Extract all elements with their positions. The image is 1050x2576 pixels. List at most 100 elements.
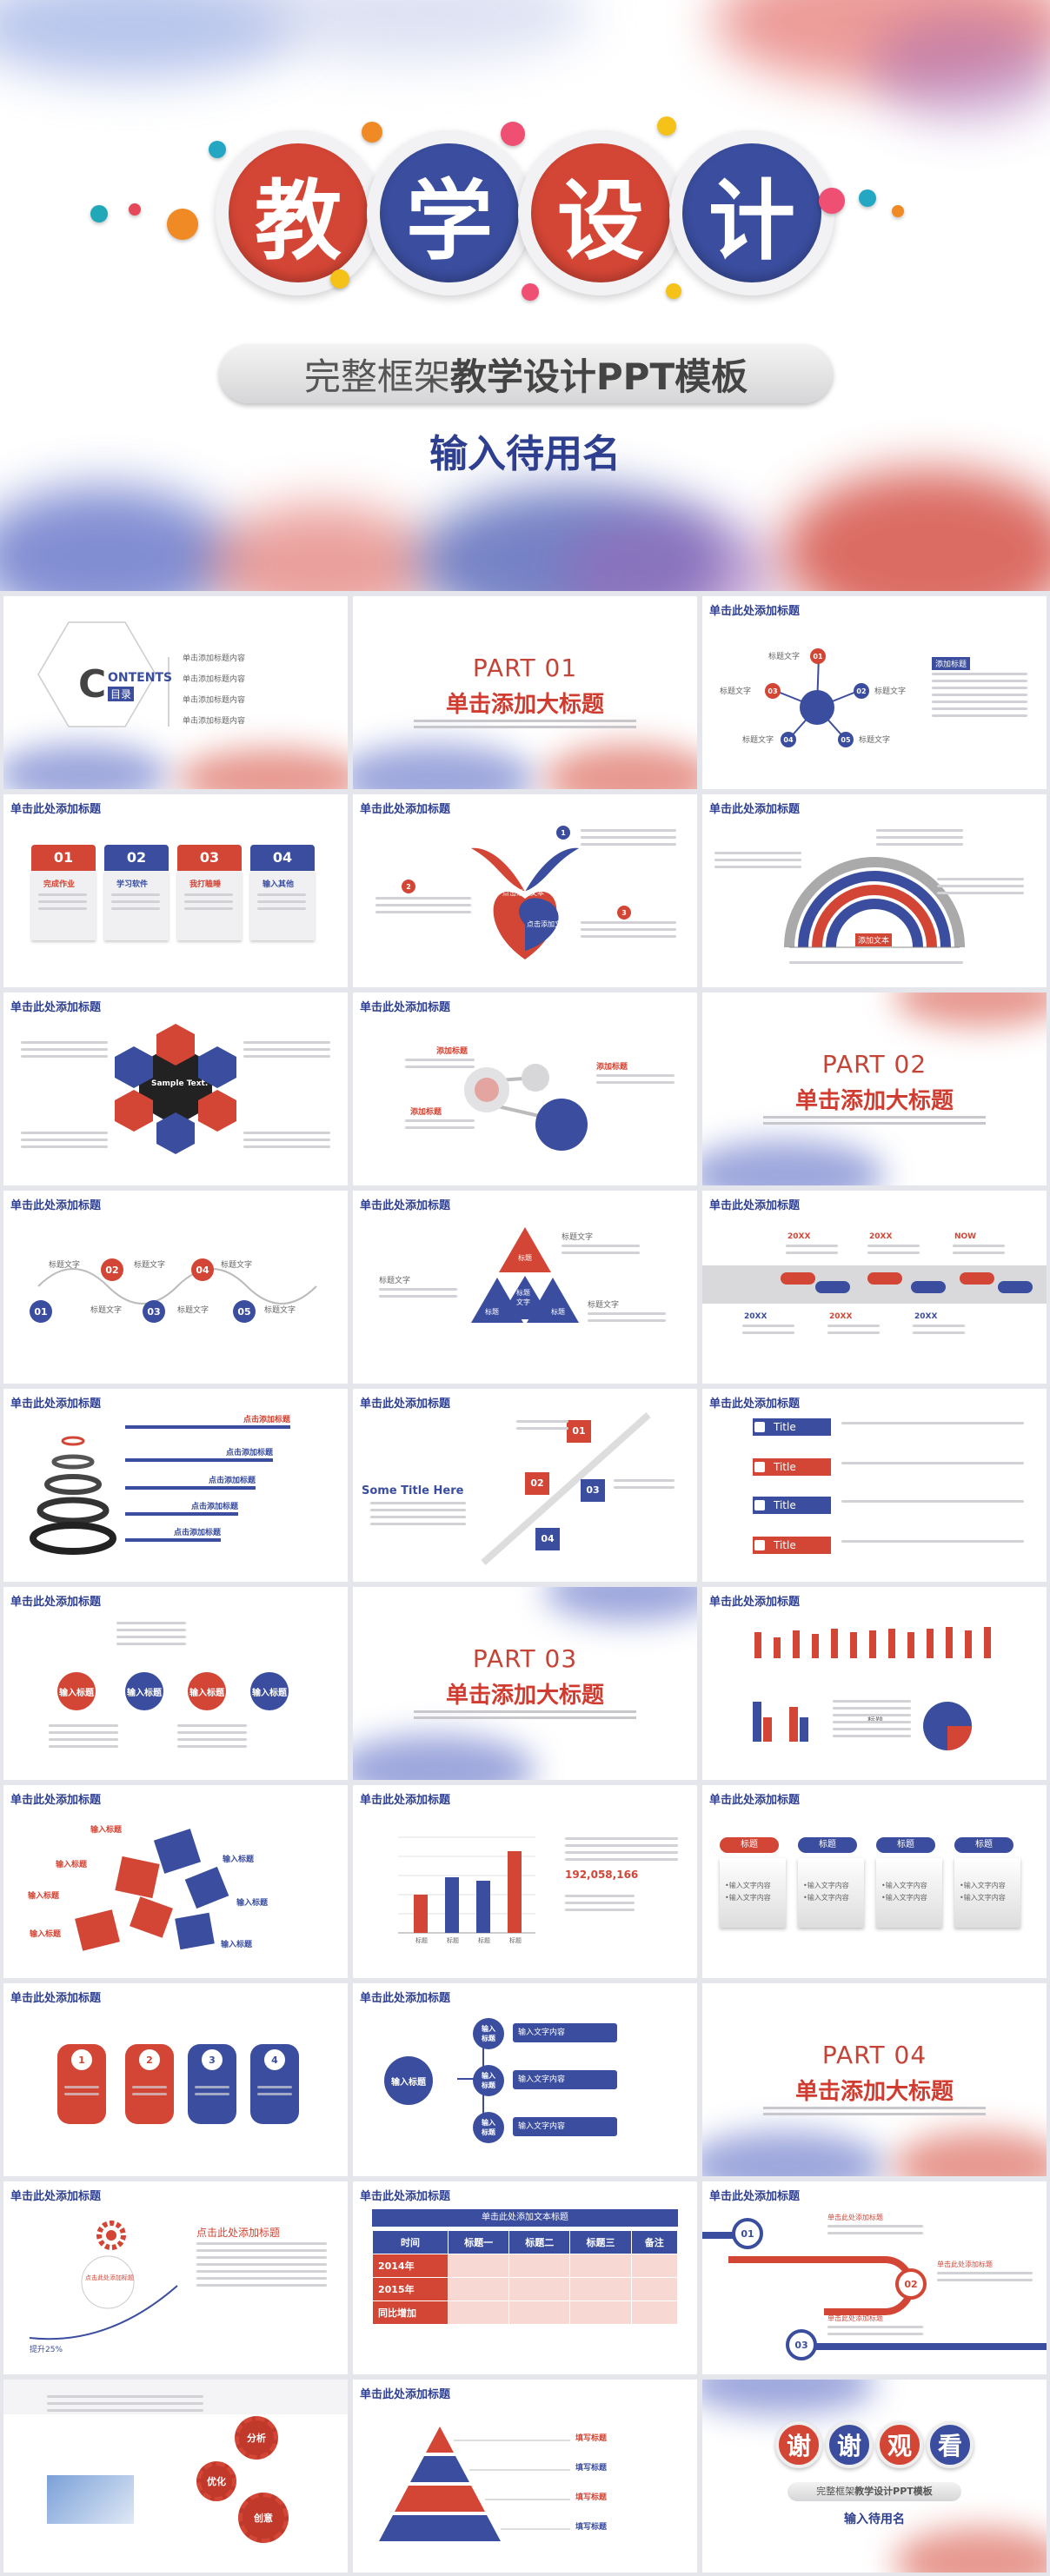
column-item: •输入文字内容 <box>960 1882 1006 1889</box>
timeline-node: 05 <box>233 1300 256 1323</box>
decor-dot <box>501 122 525 146</box>
part-label: PART 03 <box>472 1644 578 1673</box>
column-head: 标题 <box>798 1837 857 1853</box>
ring-label: 点击添加标题 <box>243 1416 291 1424</box>
table-header-cell: 标题三 <box>569 2230 632 2254</box>
slide-thumb-arcs[interactable]: 单击此处添加标题 添加文本 <box>702 794 1047 987</box>
year-label: 20XX <box>869 1232 893 1241</box>
table-header-cell: 标题二 <box>508 2230 571 2254</box>
table-header-cell: 时间 <box>372 2230 449 2254</box>
slide-thumb-spheres[interactable]: 单击此处添加标题 添加标题 添加标题 添加标题 <box>353 993 697 1185</box>
node-label: 标题文字 <box>134 1261 166 1270</box>
slide-thumb-step-cards[interactable]: 单击此处添加标题 1 2 3 4 <box>3 1983 348 2176</box>
node-number: 01 <box>810 648 826 664</box>
node-label: 标题文字 <box>49 1261 81 1270</box>
slide-thumb-charts[interactable]: 单击此处添加标题 标题 <box>702 1587 1047 1780</box>
slide-thumb-table[interactable]: 单击此处添加标题 单击此处添加文本标题 时间 标题一 标题二 标题三 备注 20… <box>353 2181 697 2374</box>
part-title: 单击添加大标题 <box>445 692 604 718</box>
title-flag: Title <box>753 1418 831 1436</box>
watercolor-blob <box>209 504 435 591</box>
part-title: 单击添加大标题 <box>794 2079 954 2105</box>
slide-title: 单击此处添加标题 <box>709 1794 801 1807</box>
block-label: 输入标题 <box>223 1856 255 1864</box>
cover-slide[interactable]: 教 学 设 计 完整框架 教学设计PPT模板 输入待用名 <box>0 0 1050 591</box>
slide-thumb-four-cards[interactable]: 单击此处添加标题 01 02 03 04 完成作业 学习软件 我打瞌睡 输入其他 <box>3 794 348 987</box>
slide-thumb-tree[interactable]: 单击此处添加标题 输入标题 输入 标题 输入 标题 输入 标题 输入文字内容 输… <box>353 1983 697 2176</box>
slide-thumb-contents[interactable]: C ONTENTS 目录 单击添加标题内容 单击添加标题内容 单击添加标题内容 … <box>3 596 348 789</box>
step-number: 01 <box>732 2218 763 2249</box>
node-number: 02 <box>854 683 869 699</box>
thanks-circles: 谢 谢 观 看 <box>702 2421 1047 2468</box>
step-number: 4 <box>264 2049 285 2070</box>
column-item: •输入文字内容 <box>881 1894 927 1902</box>
node-label: 标题文字 <box>221 1261 253 1270</box>
title-circle: 设 <box>518 130 683 295</box>
thanks-char: 谢 <box>826 2421 873 2468</box>
node-label: 标题文字 <box>720 687 752 696</box>
node-label: 标题文字 <box>874 687 907 696</box>
hex-cluster-graphic <box>115 1024 236 1154</box>
toc-item[interactable]: 单击添加标题内容 <box>183 717 246 726</box>
slide-thumb-four-columns[interactable]: 单击此处添加标题 标题 标题 标题 标题 •输入文字内容 •输入文字内容 •输入… <box>702 1785 1047 1978</box>
slide-thumb-part-03[interactable]: PART 03 单击添加大标题 <box>353 1587 697 1780</box>
step-number: 01 <box>572 1424 586 1437</box>
toc-item[interactable]: 单击添加标题内容 <box>183 696 246 705</box>
step-number: 02 <box>530 1477 544 1489</box>
year-label: 20XX <box>788 1232 811 1241</box>
slide-thumb-pyramid[interactable]: 单击此处添加标题 填写标题 填写标题 填写标题 填写标题 <box>353 2380 697 2573</box>
column-head: 标题 <box>720 1837 779 1853</box>
slide-thumb-rings[interactable]: 单击此处添加标题 点击添加标题 点击添加标题 点击添加标题 点击添加标题 点击添… <box>3 1389 348 1582</box>
slide-title: 单击此处添加标题 <box>709 1199 801 1212</box>
toc-item[interactable]: 单击添加标题内容 <box>183 654 246 663</box>
slide-thumb-hex-cluster[interactable]: 单击此处添加标题 Sample Text. <box>3 993 348 1185</box>
slide-thumb-pipe-flow[interactable]: 单击此处添加标题 01 02 03 单击此处添加标题 单击此处添加标题 单击此处… <box>702 2181 1047 2374</box>
table-caption: 单击此处添加文本标题 <box>372 2209 678 2227</box>
block-label: 输入标题 <box>236 1899 269 1908</box>
flag-icon <box>754 1540 765 1550</box>
slide-thumb-part-01[interactable]: PART 01 单击添加大标题 <box>353 596 697 789</box>
slide-thumb-gear-curve[interactable]: 单击此处添加标题 点击此处添加标题 点击此处添加标题 提升25% <box>3 2181 348 2374</box>
gear-graphic <box>29 2221 178 2340</box>
tree-bar: 输入文字内容 <box>513 2070 617 2089</box>
slide-thumb-timeline-circles[interactable]: 单击此处添加标题 01 02 03 04 05 标题文字 标题文字 标题文字 标… <box>3 1191 348 1384</box>
slide-thumb-road-timeline[interactable]: 单击此处添加标题 20XX 20XX NOW 20XX 20XX 20XX <box>702 1191 1047 1384</box>
slide-thumb-hearts[interactable]: 单击此处添加标题 1 2 3 点击添加文本 点击添加文本 <box>353 794 697 987</box>
slide-thumb-title-flags[interactable]: 单击此处添加标题 Title Title Title Title <box>702 1389 1047 1582</box>
heading: 点击此处添加标题 <box>196 2227 281 2239</box>
slide-thumb-star-network[interactable]: 单击此处添加标题 01 02 03 04 05 标题文字 标题文字 标题文字 标… <box>702 596 1047 789</box>
title-char: 设 <box>531 143 670 282</box>
title-circles: 教 学 设 计 <box>0 113 1050 313</box>
slide-thumb-bar-chart[interactable]: 单击此处添加标题 标题 标题 标题 标题 192,058,166 <box>353 1785 697 1978</box>
slide-thumb-part-04[interactable]: PART 04 单击添加大标题 <box>702 1983 1047 2176</box>
slide-thumb-part-02[interactable]: PART 02 单击添加大标题 <box>702 993 1047 1185</box>
ring-label: 点击添加标题 <box>174 1529 222 1537</box>
slide-thumb-gears[interactable]: 分析 优化 创意 <box>3 2380 348 2573</box>
slide-title: 单击此处添加标题 <box>709 605 801 618</box>
slide-thumbnail-grid: C ONTENTS 目录 单击添加标题内容 单击添加标题内容 单击添加标题内容 … <box>3 596 1047 2573</box>
card-label: 输入其他 <box>262 880 295 889</box>
column-item: •输入文字内容 <box>881 1882 927 1889</box>
slide-thumb-thanks[interactable]: 谢 谢 观 看 完整框架教学设计PPT模板 输入待用名 <box>702 2380 1047 2573</box>
pyramid-label: 填写标题 <box>575 2464 608 2473</box>
slide-title: 单击此处添加标题 <box>360 1001 451 1014</box>
toc-item[interactable]: 单击添加标题内容 <box>183 675 246 684</box>
subtitle-prefix: 完整框架 <box>816 2486 855 2497</box>
step-label: 单击此处添加标题 <box>827 2314 883 2322</box>
gear-icon: 分析 <box>235 2416 278 2460</box>
slide-thumb-ribbon-arrows[interactable]: 单击此处添加标题 Some Title Here 01 02 03 04 <box>353 1389 697 1582</box>
slide-thumb-rotated-blocks[interactable]: 单击此处添加标题 输入标题 输入标题 输入标题 输入标题 输入标题 输入标题 输… <box>3 1785 348 1978</box>
year-label: 20XX <box>744 1312 768 1321</box>
center-label: 标题 文字 <box>516 1289 530 1306</box>
node-number: 04 <box>781 732 796 747</box>
fine-text <box>763 1116 986 1128</box>
title-flag: Title <box>753 1497 831 1514</box>
title-flag: Title <box>753 1458 831 1476</box>
slide-thumb-triangle[interactable]: 单击此处添加标题 标题 文字 标题 标题 标题 标题文字 标题文字 标题文字 <box>353 1191 697 1384</box>
slide-thumb-arrow-flow[interactable]: 单击此处添加标题 输入标题 输入标题 输入标题 输入标题 <box>3 1587 348 1780</box>
step-number: 04 <box>541 1532 555 1544</box>
column-item: •输入文字内容 <box>803 1894 849 1902</box>
heart-label: 点击添加文本 <box>502 889 544 897</box>
year-label: 20XX <box>914 1312 938 1321</box>
wave-line <box>37 1268 317 1305</box>
